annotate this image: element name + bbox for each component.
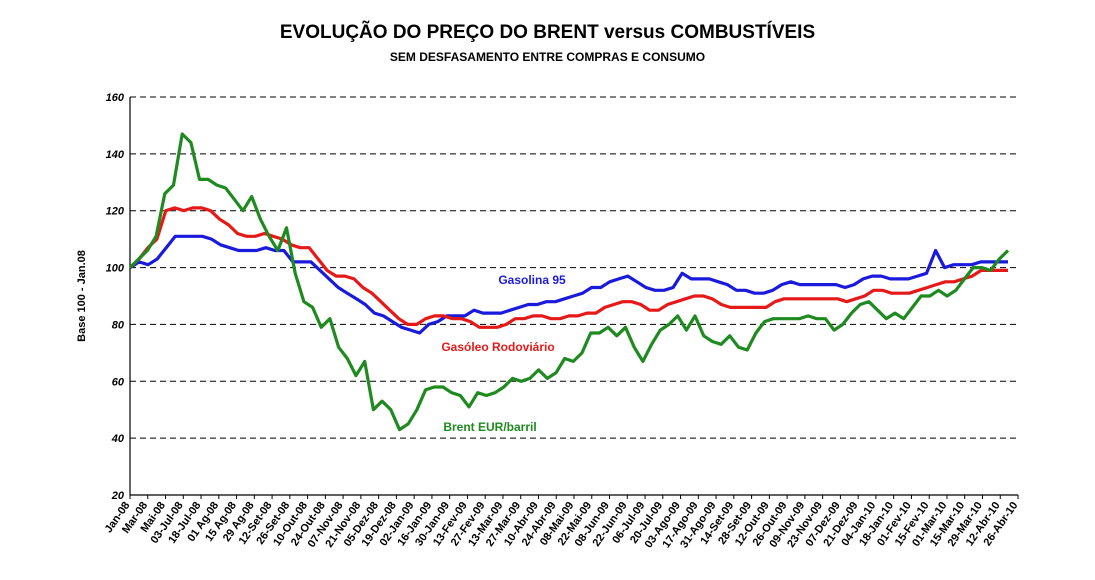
axis-layer bbox=[129, 97, 1019, 499]
series-line-brent-eur-barril bbox=[128, 132, 1010, 432]
y-tick-label: 120 bbox=[106, 206, 125, 218]
chart-title: EVOLUÇÃO DO PREÇO DO BRENT versus COMBUS… bbox=[279, 22, 816, 43]
series-layer bbox=[128, 132, 1010, 432]
series-label: Gasolina 95 bbox=[498, 273, 566, 287]
y-tick-label: 60 bbox=[112, 376, 125, 388]
y-axis-label: Base 100 - Jan.08 bbox=[76, 250, 88, 342]
chart-subtitle: SEM DESFASAMENTO ENTRE COMPRAS E CONSUMO bbox=[389, 50, 706, 64]
series-line-gas-leo-rodovi-rio bbox=[128, 206, 1008, 329]
grid-layer bbox=[130, 96, 1018, 439]
y-tick-label: 140 bbox=[106, 149, 125, 161]
y-tick-label: 100 bbox=[106, 263, 125, 275]
series-label: Gasóleo Rodoviário bbox=[441, 340, 554, 354]
y-tick-label: 40 bbox=[111, 433, 125, 445]
series-line-gasolina-95 bbox=[129, 234, 1008, 335]
y-tick-label: 80 bbox=[112, 319, 125, 331]
series-label: Brent EUR/barril bbox=[443, 420, 536, 434]
y-tick-label: 20 bbox=[111, 490, 125, 502]
label-layer: 20406080100120140160Jan-08Mar-08Mai-0803… bbox=[103, 92, 1021, 550]
y-tick-label: 160 bbox=[106, 92, 125, 104]
